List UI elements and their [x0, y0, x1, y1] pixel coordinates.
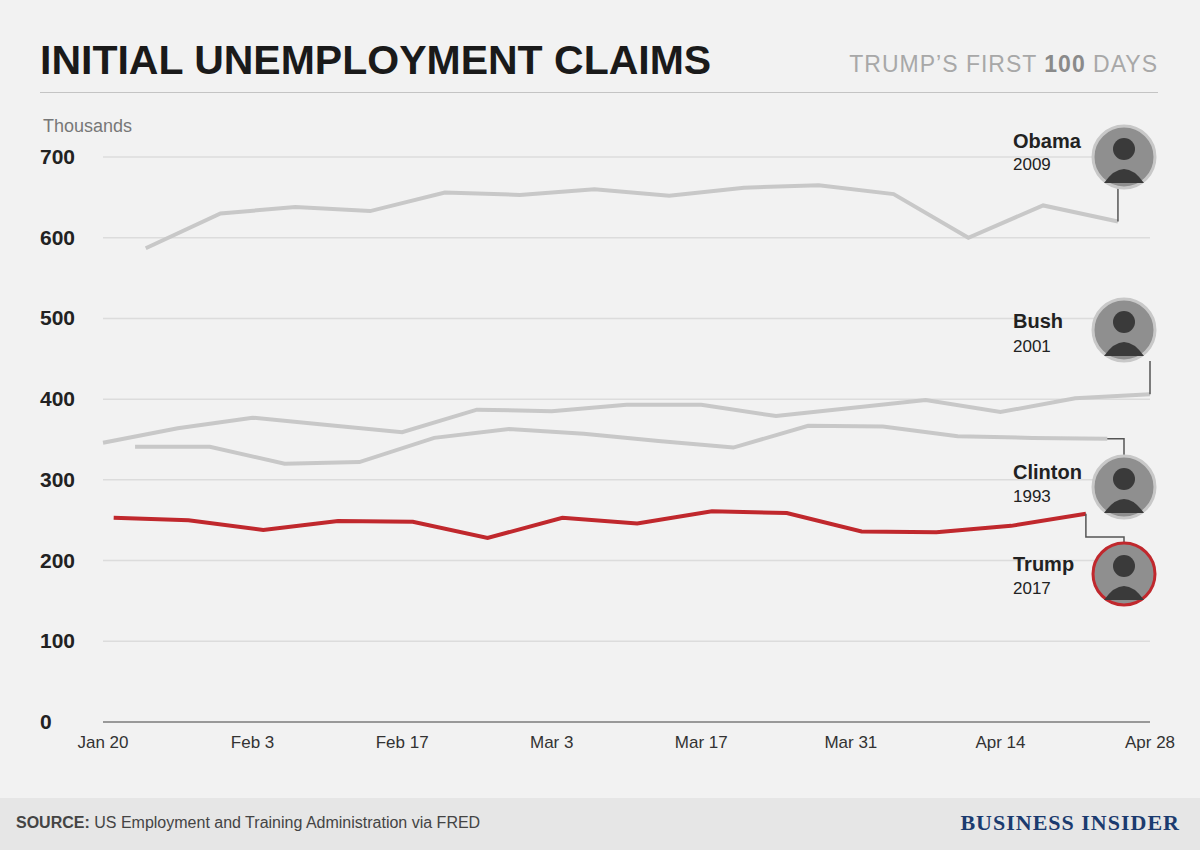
svg-text:1993: 1993	[1013, 487, 1051, 506]
html-text:TRUMP’S FIRST 100 DAYS: TRUMP’S FIRST 100 DAYS	[849, 51, 1158, 77]
svg-text:Clinton: Clinton	[1013, 461, 1082, 483]
svg-text:Feb 3: Feb 3	[231, 733, 274, 752]
svg-text:600: 600	[40, 226, 75, 249]
svg-text:400: 400	[40, 387, 75, 410]
svg-text:Mar 31: Mar 31	[824, 733, 877, 752]
svg-text:500: 500	[40, 306, 75, 329]
svg-text:Bush: Bush	[1013, 310, 1063, 332]
svg-text:100: 100	[40, 629, 75, 652]
svg-text:Feb 17: Feb 17	[376, 733, 429, 752]
svg-text:0: 0	[40, 710, 52, 733]
html-text:SOURCE: US Employment and Trai: SOURCE: US Employment and Training Admin…	[16, 814, 481, 831]
svg-text:Trump: Trump	[1013, 553, 1074, 575]
html-text:Thousands: Thousands	[43, 116, 133, 136]
svg-text:Obama: Obama	[1013, 130, 1082, 152]
svg-text:300: 300	[40, 468, 75, 491]
svg-text:700: 700	[40, 145, 75, 168]
svg-text:Apr 14: Apr 14	[975, 733, 1025, 752]
svg-text:Mar 17: Mar 17	[675, 733, 728, 752]
svg-text:Apr 28: Apr 28	[1125, 733, 1175, 752]
svg-text:2009: 2009	[1013, 155, 1051, 174]
html-text:BUSINESS INSIDER: BUSINESS INSIDER	[960, 810, 1180, 835]
svg-text:200: 200	[40, 549, 75, 572]
html-text:INITIAL UNEMPLOYMENT CLAIMS: INITIAL UNEMPLOYMENT CLAIMS	[40, 37, 712, 83]
svg-text:2017: 2017	[1013, 579, 1051, 598]
svg-text:Jan 20: Jan 20	[77, 733, 128, 752]
svg-text:Mar 3: Mar 3	[530, 733, 573, 752]
svg-text:2001: 2001	[1013, 337, 1051, 356]
